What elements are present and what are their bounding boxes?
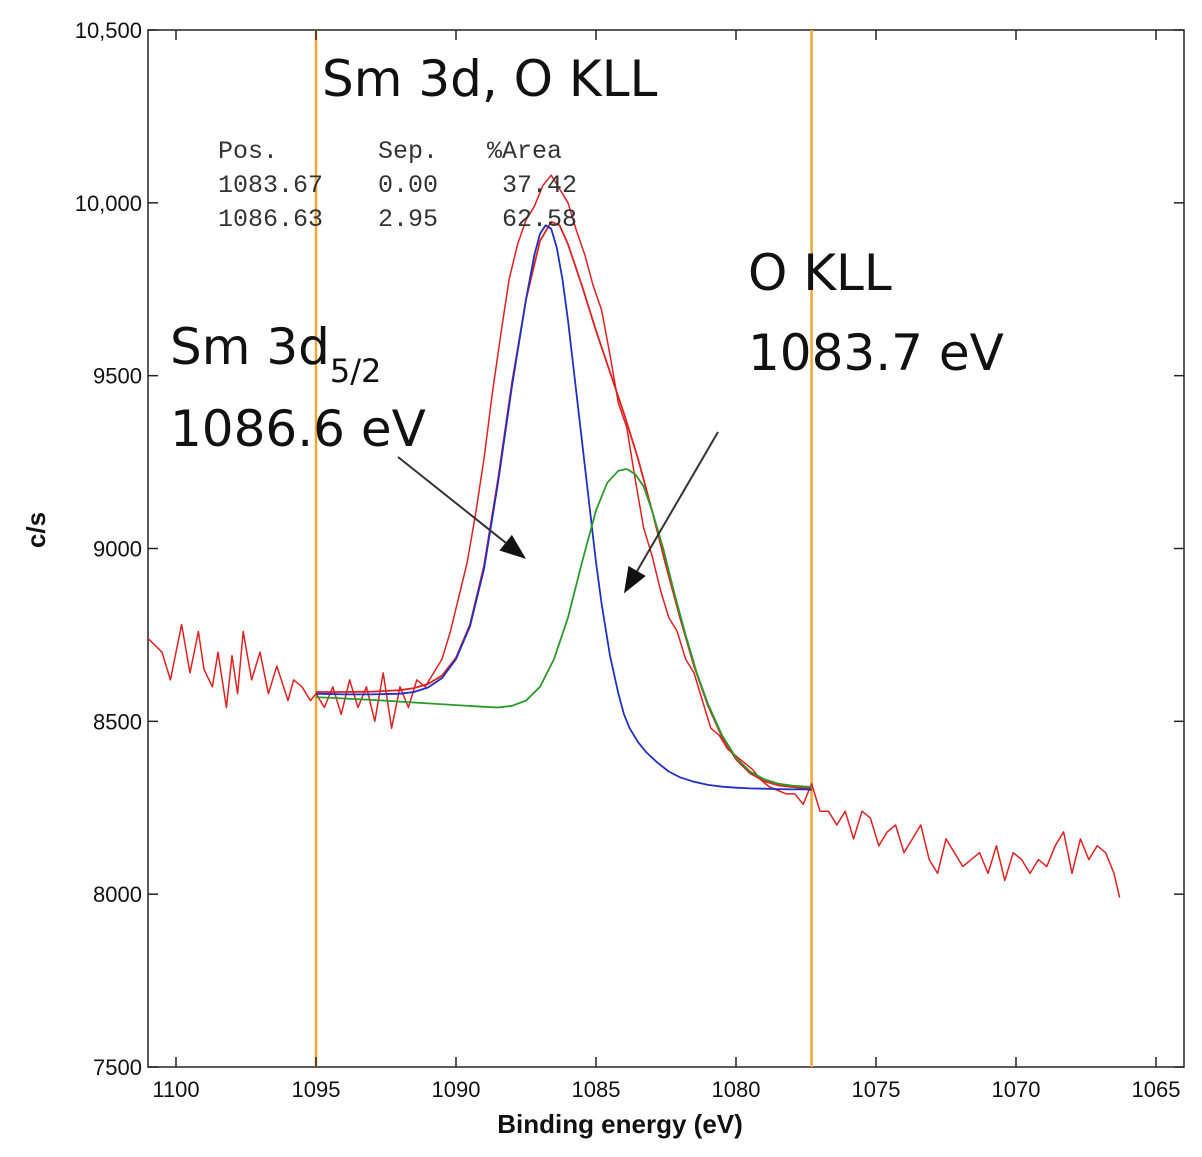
fit-table-row1-area: 37.42 [502,171,577,200]
sm-peak-label: Sm 3d5/2 [170,318,381,390]
o-peak-energy: 1083.7 eV [748,324,1004,382]
annotation-arrow-line-0 [397,456,507,544]
y-tick-label-4: 9500 [93,364,142,389]
fit-table-header-area: %Area [487,137,562,166]
sm-peak-label-subscript: 5/2 [330,352,382,390]
x-tick-label-4: 1080 [712,1077,761,1102]
x-tick-label-1: 1095 [292,1077,341,1102]
y-tick-label-2: 8500 [93,709,142,734]
sm-peak-label-text: Sm 3d [170,318,330,376]
series-component-2 [315,224,812,791]
chart-title: Sm 3d, O KLL [322,50,658,108]
series-envelope-1 [316,220,812,790]
fit-table-row1-pos: 1083.67 [218,171,323,200]
annotation-arrow-head-0 [499,534,526,559]
sm-peak-energy: 1086.6 eV [170,400,426,458]
fit-table-row2-sep: 2.95 [378,205,438,234]
fit-table-header-sep: Sep. [378,137,438,166]
x-tick-label-5: 1075 [852,1077,901,1102]
o-peak-label: O KLL [748,244,892,302]
fit-table: Pos. Sep. %Area 1083.67 0.00 37.42 1086.… [218,137,577,234]
fit-table-row1-sep: 0.00 [378,171,438,200]
series-component-3 [315,468,812,788]
annotation-arrows [397,431,719,594]
y-tick-label-6: 10,500 [75,18,142,43]
plot-area [147,29,1185,1068]
x-tick-label-2: 1090 [432,1077,481,1102]
y-tick-label-5: 10,000 [75,191,142,216]
y-tick-label-1: 8000 [93,882,142,907]
y-tick-label-0: 7500 [93,1055,142,1080]
region-markers [314,30,813,1067]
y-tick-label-3: 9000 [93,537,142,562]
fit-table-row2-pos: 1086.63 [218,205,323,234]
axis-ticks: 1100 1095 1090 1085 1080 1075 1070 1065 7500 8000… [75,18,1184,1102]
x-axis-title: Binding energy (eV) [497,1109,743,1139]
x-tick-label-0: 1100 [152,1077,199,1102]
series-measured-0 [147,174,1121,898]
series-layer [147,174,1121,898]
fit-table-header-pos: Pos. [218,137,278,166]
x-tick-label-6: 1070 [992,1077,1041,1102]
x-tick-label-3: 1085 [572,1077,621,1102]
y-axis-title: c/s [21,512,51,548]
x-tick-label-7: 1065 [1132,1077,1181,1102]
annotation-arrow-head-1 [624,565,646,594]
fit-table-row2-area: 62.58 [502,205,577,234]
annotation-arrow-line-1 [636,431,719,572]
